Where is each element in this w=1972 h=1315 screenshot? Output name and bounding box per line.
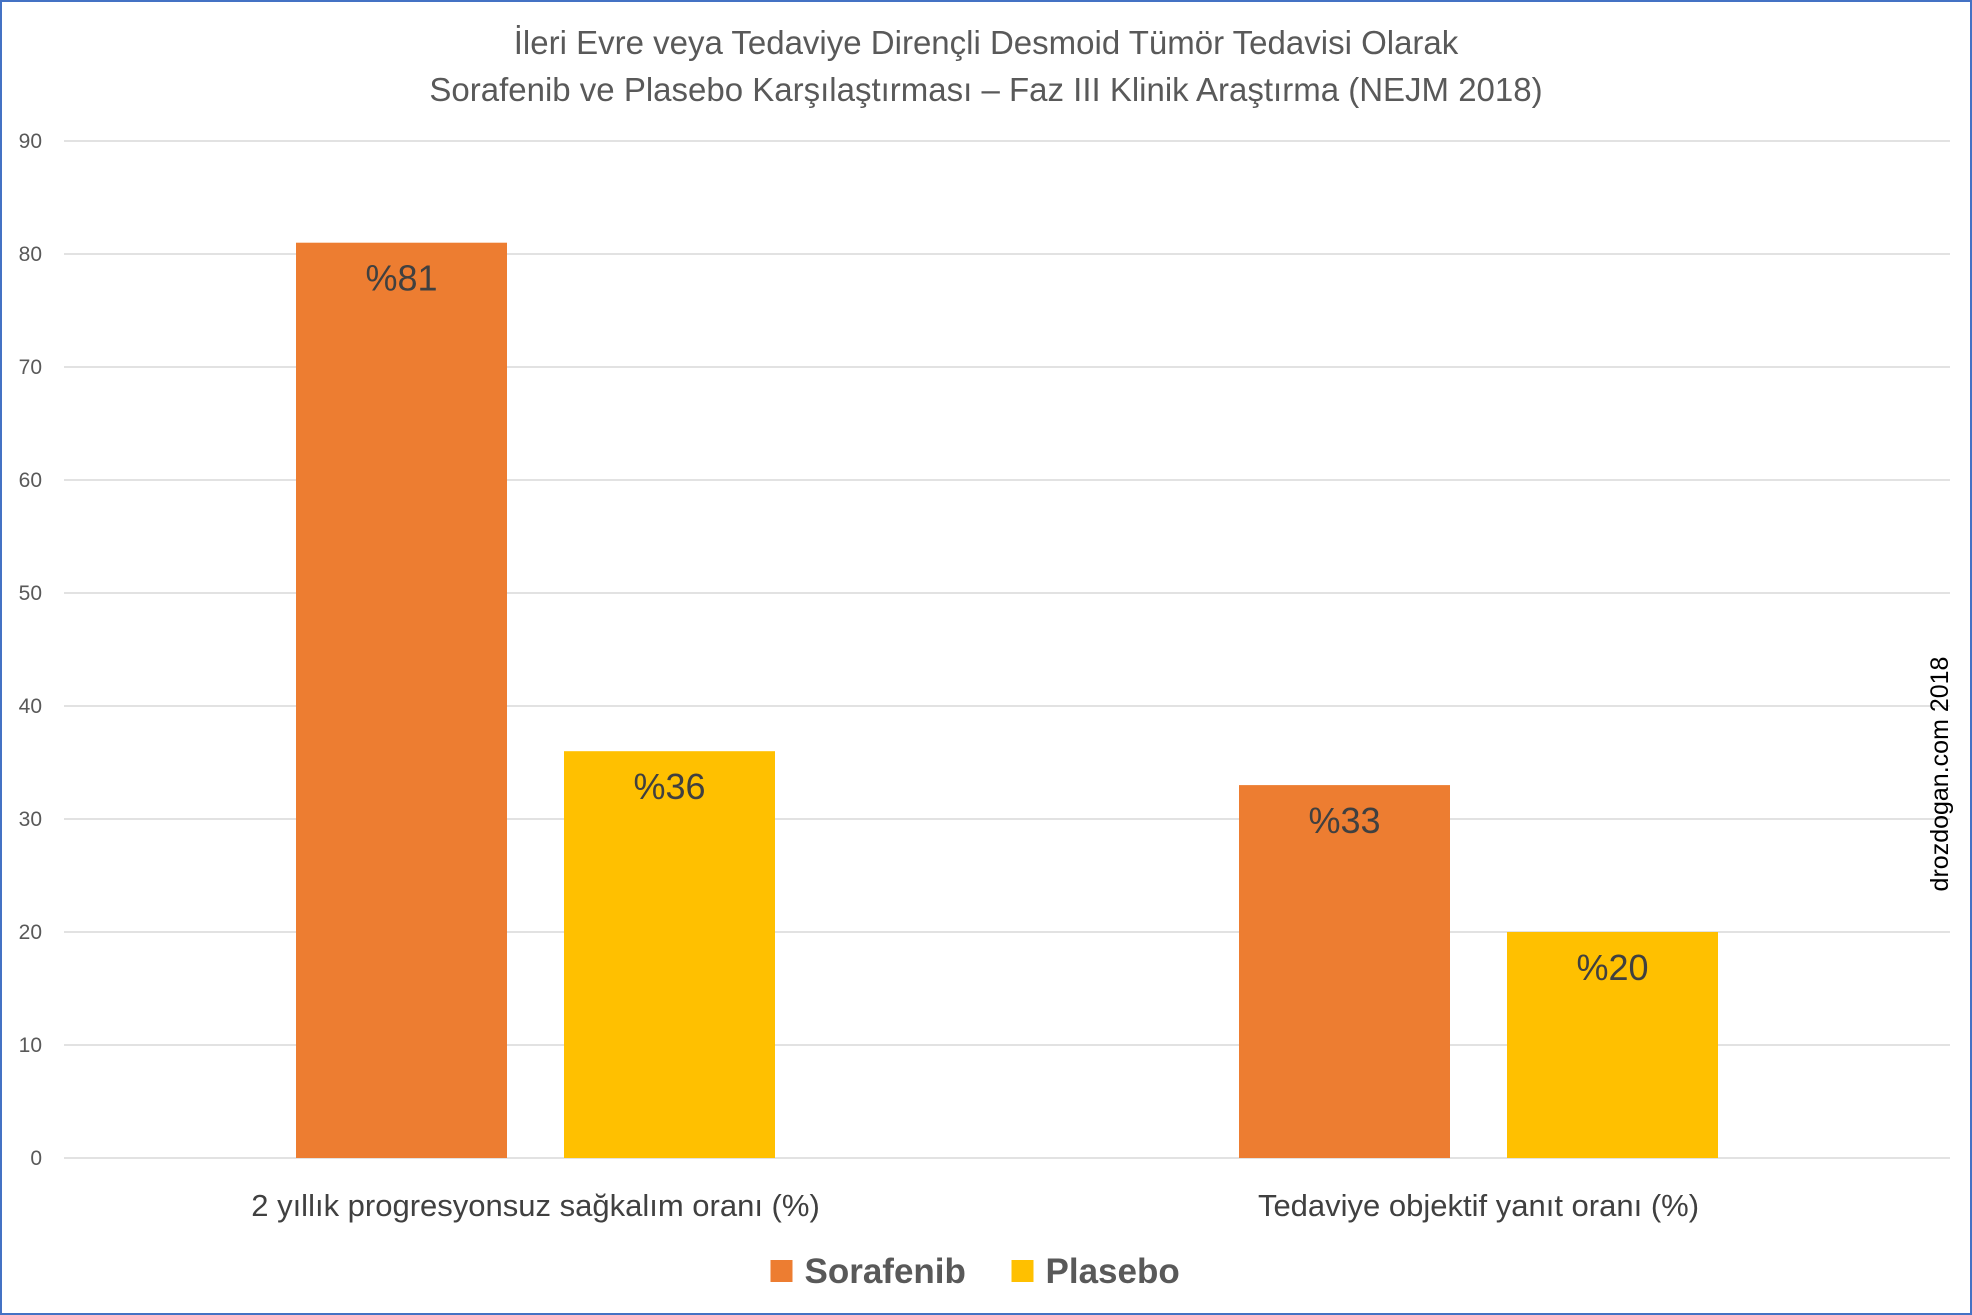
y-axis-ticks: 0 10 20 30 40 50 60 70 80 90	[19, 130, 42, 1170]
category-labels: 2 yıllık progresyonsuz sağkalım oranı (%…	[251, 1188, 1699, 1223]
category-label: 2 yıllık progresyonsuz sağkalım oranı (%…	[251, 1188, 820, 1223]
chart-title: İleri Evre veya Tedaviye Dirençli Desmoi…	[514, 24, 1459, 61]
y-tick-label: 70	[19, 356, 42, 379]
chart-subtitle: Sorafenib ve Plasebo Karşılaştırması – F…	[429, 71, 1542, 108]
y-tick-label: 20	[19, 921, 42, 944]
y-tick-label: 60	[19, 469, 42, 492]
bar-sorafenib-1	[296, 242, 507, 1158]
bar-sorafenib-2	[1239, 785, 1450, 1158]
y-tick-label: 10	[19, 1034, 42, 1057]
y-tick-label: 50	[19, 582, 42, 605]
bar-plasebo-1	[564, 751, 775, 1158]
legend-label-sorafenib: Sorafenib	[805, 1252, 966, 1291]
bars	[296, 242, 1718, 1158]
category-label: Tedaviye objektif yanıt oranı (%)	[1258, 1188, 1699, 1223]
data-label: %33	[1308, 800, 1380, 841]
legend-swatch-sorafenib	[770, 1260, 793, 1282]
data-label: %81	[365, 258, 437, 299]
y-tick-label: 80	[19, 243, 42, 266]
y-tick-label: 0	[30, 1147, 42, 1170]
y-tick-label: 40	[19, 695, 42, 718]
watermark-text: drozdogan.com 2018	[1926, 657, 1954, 892]
data-label: %36	[633, 766, 705, 807]
y-tick-label: 30	[19, 808, 42, 831]
bar-plasebo-2	[1507, 932, 1718, 1158]
data-labels: %81 %36 %33 %20	[365, 258, 1648, 988]
legend-label-plasebo: Plasebo	[1046, 1252, 1180, 1291]
data-label: %20	[1576, 947, 1648, 988]
legend: Sorafenib Plasebo	[770, 1252, 1180, 1291]
y-tick-label: 90	[19, 130, 42, 153]
legend-swatch-plasebo	[1011, 1260, 1034, 1282]
